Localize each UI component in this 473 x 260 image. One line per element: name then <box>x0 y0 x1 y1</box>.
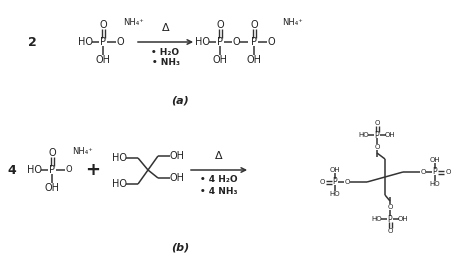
Text: • 4 H₂O: • 4 H₂O <box>200 176 238 185</box>
Text: O: O <box>387 228 393 234</box>
Text: Δ: Δ <box>162 23 169 33</box>
Text: O: O <box>420 169 426 175</box>
Text: P: P <box>333 178 337 186</box>
Text: 2: 2 <box>27 36 36 49</box>
Text: P: P <box>433 167 438 177</box>
Text: P: P <box>251 37 257 47</box>
Text: OH: OH <box>169 151 184 161</box>
Text: 4: 4 <box>8 164 17 177</box>
Text: OH: OH <box>398 216 408 222</box>
Text: HO: HO <box>194 37 210 47</box>
Text: • NH₃: • NH₃ <box>151 57 179 67</box>
Text: • H₂O: • H₂O <box>151 48 180 56</box>
Text: HO: HO <box>359 132 369 138</box>
Text: OH: OH <box>429 157 440 163</box>
Text: +: + <box>86 161 100 179</box>
Text: O: O <box>267 37 275 47</box>
Text: HO: HO <box>429 181 440 187</box>
Text: OH: OH <box>385 132 395 138</box>
Text: O: O <box>250 20 258 30</box>
Text: O: O <box>232 37 240 47</box>
Text: OH: OH <box>169 173 184 183</box>
Text: O: O <box>445 169 451 175</box>
Text: P: P <box>100 37 106 47</box>
Text: HO: HO <box>112 179 126 189</box>
Text: OH: OH <box>44 183 60 193</box>
Text: O: O <box>99 20 107 30</box>
Text: O: O <box>48 148 56 158</box>
Text: O: O <box>374 144 380 150</box>
Text: Δ: Δ <box>215 151 223 161</box>
Text: O: O <box>344 179 350 185</box>
Text: O: O <box>216 20 224 30</box>
Text: P: P <box>49 165 55 175</box>
Text: • 4 NH₃: • 4 NH₃ <box>200 186 238 196</box>
Text: O: O <box>319 179 324 185</box>
Text: O: O <box>387 204 393 210</box>
Text: HO: HO <box>78 37 93 47</box>
Text: O: O <box>116 37 124 47</box>
Text: NH₄⁺: NH₄⁺ <box>281 17 302 27</box>
Text: NH₄⁺: NH₄⁺ <box>71 147 92 157</box>
Text: (a): (a) <box>171 95 189 105</box>
Text: P: P <box>388 214 392 224</box>
Text: HO: HO <box>330 191 340 197</box>
Text: P: P <box>375 131 379 140</box>
Text: OH: OH <box>246 55 262 65</box>
Text: P: P <box>217 37 223 47</box>
Text: NH₄⁺: NH₄⁺ <box>123 17 143 27</box>
Text: O: O <box>374 120 380 126</box>
Text: OH: OH <box>96 55 111 65</box>
Text: (b): (b) <box>171 243 189 253</box>
Text: HO: HO <box>112 153 126 163</box>
Text: HO: HO <box>26 165 42 175</box>
Text: HO: HO <box>372 216 382 222</box>
Text: OH: OH <box>212 55 228 65</box>
Text: OH: OH <box>330 167 340 173</box>
Text: O: O <box>66 166 72 174</box>
